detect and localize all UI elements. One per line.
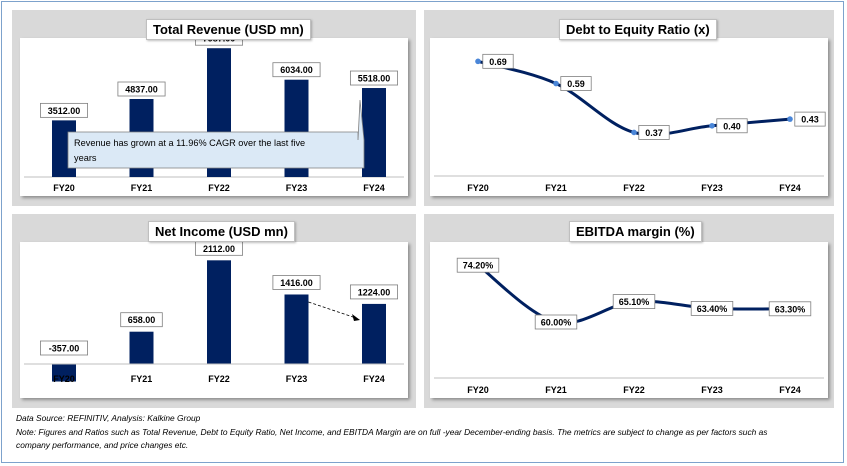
- revenue-value-label-fy23-box: [272, 62, 321, 78]
- debt-equity-chart-title: Debt to Equity Ratio (x): [559, 19, 717, 40]
- debt-equity-value-label-fy21: 0.59: [567, 79, 585, 89]
- ebitda-value-label-fy21-box: [534, 314, 578, 330]
- net-income-bar-fy21: [129, 331, 154, 364]
- x-tick-fy21: FY21: [545, 385, 567, 395]
- x-tick-fy24: FY24: [779, 183, 801, 193]
- debt-equity-point-fy24: [787, 116, 793, 122]
- x-tick-fy24: FY24: [363, 183, 385, 193]
- net-income-value-label-fy24-box: [349, 284, 398, 300]
- debt-equity-point-fy23: [709, 122, 715, 129]
- revenue-value-label-fy21: 4837.00: [125, 85, 158, 95]
- cagr-callout-text: Revenue has grown at a 11.96% CAGR over …: [74, 138, 305, 163]
- net-income-value-label-fy20: -357.00: [49, 344, 80, 354]
- net-income-bar-fy23: [284, 294, 309, 364]
- net-income-panel: -357.00 658.00 2112.00 1416.00 1224.00 FY20 FY…: [12, 214, 416, 408]
- net-income-plot-area: -357.00 658.00 2112.00 1416.00 1224.00 FY20 FY…: [20, 240, 408, 398]
- x-tick-fy20: FY20: [467, 183, 489, 193]
- debt-equity-plot-area: 0.69 0.59 0.37 0.40 0.43 FY20 FY21 FY22 FY23 FY24: [430, 38, 828, 196]
- ebitda-value-label-fy22: 65.10%: [619, 297, 650, 307]
- x-tick-fy21: FY21: [131, 374, 153, 384]
- revenue-value-label-fy24-box: [349, 70, 398, 86]
- x-tick-fy23: FY23: [701, 385, 723, 395]
- net-income-chart: -357.00 658.00 2112.00 1416.00 1224.00 FY20 FY…: [24, 240, 404, 384]
- x-tick-fy21: FY21: [545, 183, 567, 193]
- x-tick-fy24: FY24: [363, 374, 385, 384]
- x-tick-fy23: FY23: [286, 374, 308, 384]
- trend-arrow-line: [308, 301, 357, 319]
- data-source-note: Data Source: REFINITIV, Analysis: Kalkin…: [16, 413, 201, 423]
- debt-equity-point-fy20: [475, 58, 481, 65]
- ebitda-series-line: [477, 263, 791, 325]
- revenue-value-label-fy24: 5518.00: [358, 74, 391, 84]
- debt-equity-value-label-fy24: 0.43: [801, 115, 819, 125]
- ebitda-panel: 74.20% 60.00% 65.10% 63.40% 63.30% FY20 FY21 FY…: [424, 214, 834, 408]
- debt-equity-value-label-fy24-box: [794, 111, 826, 127]
- debt-equity-value-label-fy21-box: [560, 76, 592, 91]
- debt-equity-chart: 0.69 0.59 0.37 0.40 0.43 FY20 FY21 FY22 FY23 FY24: [434, 53, 826, 193]
- footnote-line-1: Note: Figures and Ratios such as Total R…: [16, 427, 768, 437]
- net-income-value-label-fy23-box: [272, 275, 321, 290]
- x-tick-fy23: FY23: [286, 183, 308, 193]
- cagr-callout-shape: [67, 99, 365, 169]
- ebitda-value-label-fy20-box: [456, 257, 500, 273]
- net-income-bar-fy20: [52, 364, 76, 382]
- revenue-value-label-fy20: 3512.00: [48, 106, 81, 116]
- debt-equity-value-label-fy22-box: [638, 125, 670, 140]
- revenue-bar-fy24: [362, 88, 386, 177]
- x-tick-fy22: FY22: [208, 374, 230, 384]
- x-tick-fy24: FY24: [779, 385, 801, 395]
- trend-arrow-head: [352, 314, 360, 321]
- x-tick-fy20: FY20: [53, 183, 75, 193]
- x-tick-fy22: FY22: [623, 183, 645, 193]
- debt-equity-point-fy21: [553, 80, 559, 87]
- ebitda-chart-title: EBITDA margin (%): [569, 221, 702, 242]
- revenue-value-label-fy20-box: [39, 102, 89, 118]
- net-income-value-label-fy23: 1416.00: [280, 278, 313, 288]
- footnote-line-2: company performance, and price changes e…: [16, 440, 189, 450]
- x-tick-fy23: FY23: [701, 183, 723, 193]
- ebitda-value-label-fy24: 63.30%: [775, 304, 806, 314]
- debt-equity-value-label-fy20-box: [482, 53, 514, 69]
- ebitda-value-label-fy22-box: [612, 294, 656, 309]
- x-tick-fy22: FY22: [208, 183, 230, 193]
- net-income-value-label-fy21-box: [120, 312, 163, 328]
- revenue-value-label-fy21-box: [117, 81, 166, 97]
- net-income-value-label-fy22: 2112.00: [203, 244, 235, 254]
- net-income-value-label-fy24: 1224.00: [358, 287, 391, 297]
- ebitda-value-label-fy20: 74.20%: [463, 261, 494, 271]
- net-income-value-label-fy20-box: [39, 340, 89, 356]
- net-income-bar-fy24: [362, 303, 386, 364]
- ebitda-value-label-fy21: 60.00%: [541, 318, 572, 328]
- x-tick-fy21: FY21: [131, 183, 153, 193]
- revenue-panel: 3512.00 4837.00 7987.00 6034.00 5518.00 FY20 F…: [12, 10, 416, 206]
- ebitda-value-label-fy24-box: [768, 301, 812, 317]
- net-income-chart-title: Net Income (USD mn): [148, 221, 295, 242]
- x-tick-fy20: FY20: [467, 385, 489, 395]
- net-income-bar-fy22: [207, 260, 231, 364]
- ebitda-value-label-fy23-box: [690, 301, 734, 316]
- ebitda-value-label-fy23: 63.40%: [697, 304, 728, 314]
- debt-equity-value-label-fy23: 0.40: [723, 121, 741, 131]
- debt-equity-value-label-fy22: 0.37: [645, 128, 663, 138]
- debt-equity-panel: 0.69 0.59 0.37 0.40 0.43 FY20 FY21 FY22 FY23 FY24…: [424, 10, 834, 206]
- x-tick-fy22: FY22: [623, 385, 645, 395]
- debt-equity-value-label-fy20: 0.69: [489, 57, 507, 67]
- revenue-plot-area: 3512.00 4837.00 7987.00 6034.00 5518.00 FY20 F…: [20, 30, 408, 196]
- revenue-value-label-fy23: 6034.00: [280, 65, 313, 75]
- debt-equity-point-fy22: [631, 129, 637, 136]
- net-income-value-label-fy21: 658.00: [128, 315, 156, 325]
- revenue-chart-title: Total Revenue (USD mn): [146, 19, 311, 40]
- ebitda-plot-area: 74.20% 60.00% 65.10% 63.40% 63.30% FY20 FY21 FY…: [430, 242, 828, 398]
- ebitda-chart: 74.20% 60.00% 65.10% 63.40% 63.30% FY20 FY21 FY…: [434, 257, 824, 395]
- debt-equity-value-label-fy23-box: [716, 118, 748, 134]
- x-tick-fy20: FY20: [53, 374, 75, 384]
